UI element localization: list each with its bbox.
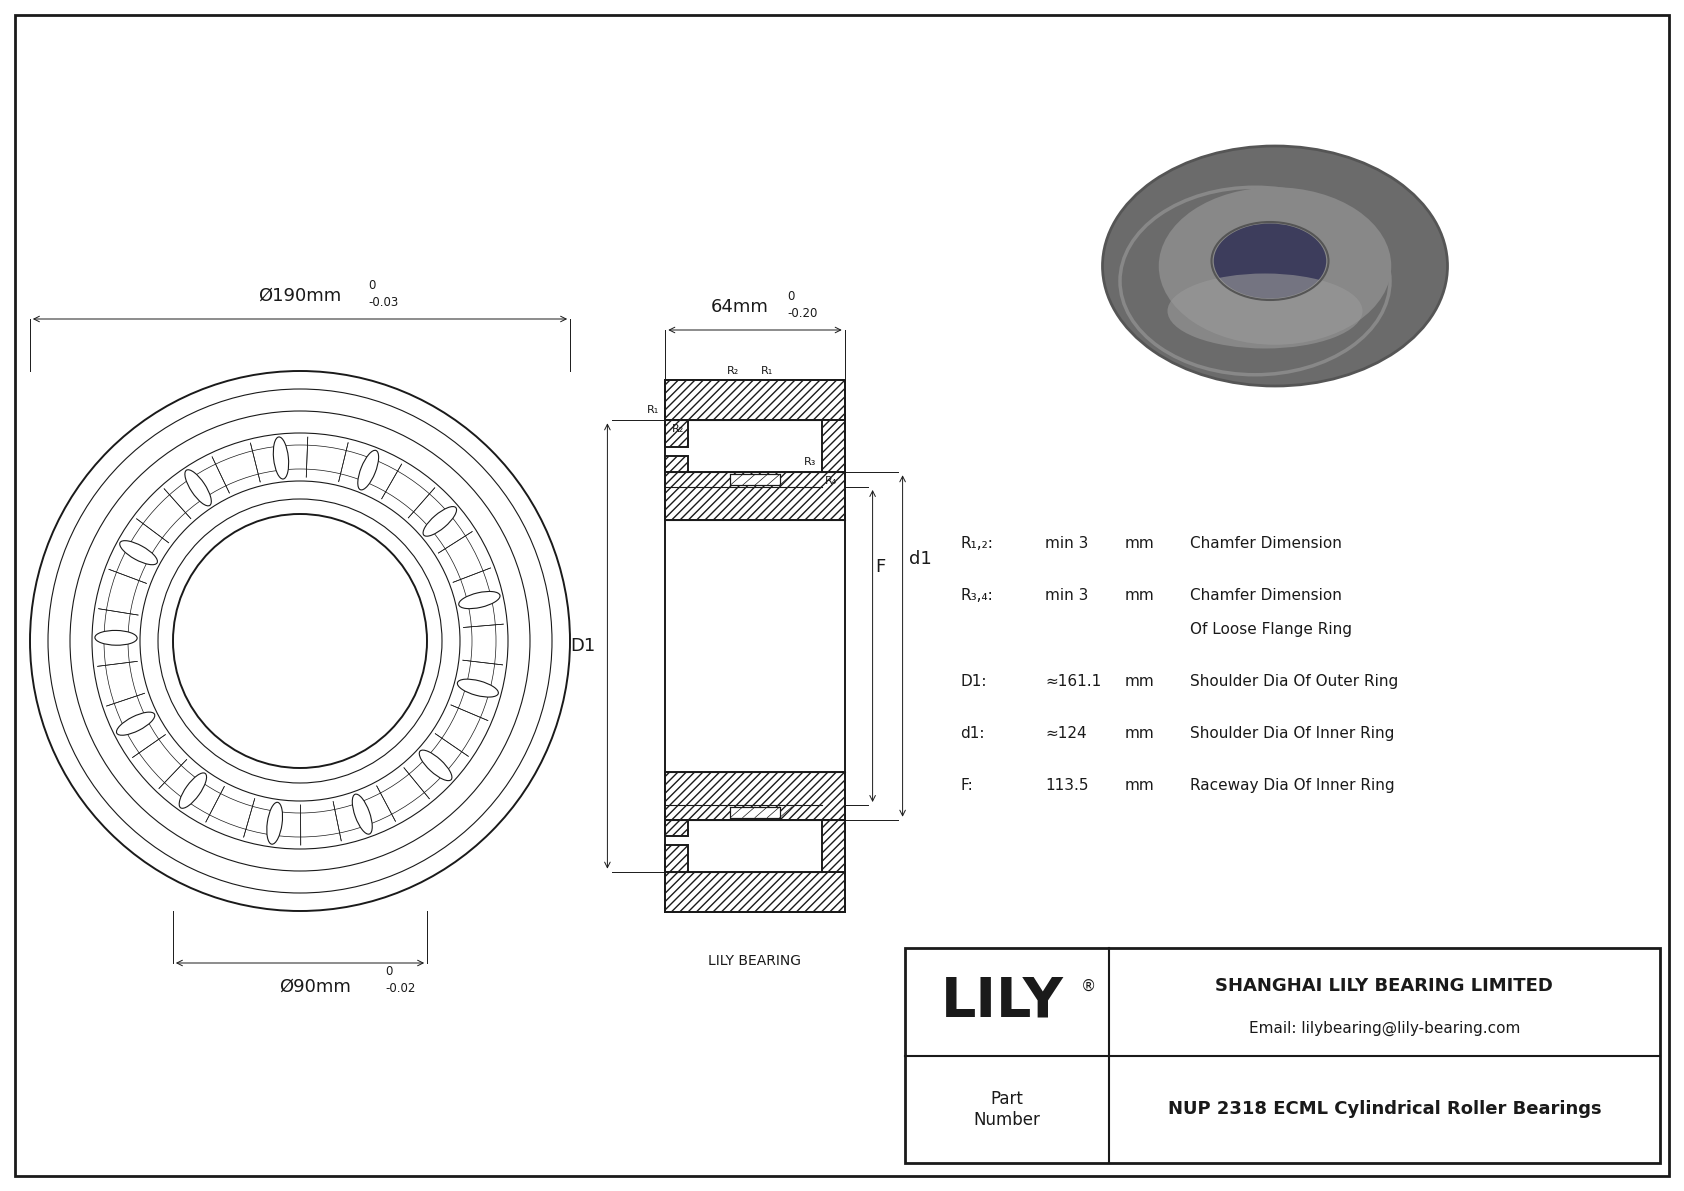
Text: R₁: R₁ [761, 366, 773, 376]
Ellipse shape [185, 469, 210, 506]
Text: Chamfer Dimension: Chamfer Dimension [1191, 536, 1342, 551]
Bar [665, 844, 687, 872]
Text: R₄: R₄ [825, 476, 837, 486]
Text: Of Loose Flange Ring: Of Loose Flange Ring [1191, 622, 1352, 637]
Text: F: F [876, 557, 886, 575]
Text: 0: 0 [369, 279, 376, 292]
Ellipse shape [1159, 187, 1391, 344]
Bar [665, 380, 845, 420]
Text: d1:: d1: [960, 727, 985, 741]
Text: 0: 0 [386, 965, 392, 978]
Text: Email: lilybearing@lily-bearing.com: Email: lilybearing@lily-bearing.com [1250, 1021, 1521, 1036]
Text: mm: mm [1125, 674, 1155, 690]
Text: R₂: R₂ [727, 366, 739, 376]
Text: -0.20: -0.20 [786, 307, 817, 320]
Ellipse shape [458, 679, 498, 697]
Bar [822, 420, 845, 473]
Ellipse shape [94, 630, 136, 646]
Text: ≈161.1: ≈161.1 [1046, 674, 1101, 690]
Text: 64mm: 64mm [711, 298, 770, 316]
Text: R₁: R₁ [647, 405, 660, 416]
Ellipse shape [266, 803, 283, 844]
Bar [822, 819, 845, 872]
Text: LILY: LILY [940, 974, 1063, 1029]
Ellipse shape [1167, 274, 1362, 349]
Text: D1:: D1: [960, 674, 987, 690]
Ellipse shape [120, 541, 157, 565]
Bar [904, 948, 1660, 1162]
Text: Ø90mm: Ø90mm [280, 978, 350, 996]
Text: R₃: R₃ [803, 457, 817, 467]
Ellipse shape [352, 794, 372, 834]
Bar [665, 473, 845, 520]
Text: NUP 2318 ECML Cylindrical Roller Bearings: NUP 2318 ECML Cylindrical Roller Bearing… [1167, 1100, 1601, 1118]
Text: ®: ® [1081, 979, 1096, 994]
Text: R₁,₂:: R₁,₂: [960, 536, 994, 551]
Ellipse shape [419, 750, 451, 780]
Bar [665, 819, 687, 836]
Text: F:: F: [960, 778, 973, 793]
Text: Chamfer Dimension: Chamfer Dimension [1191, 588, 1342, 603]
Text: min 3: min 3 [1046, 588, 1088, 603]
Text: mm: mm [1125, 727, 1155, 741]
Bar [665, 772, 845, 819]
Text: -0.03: -0.03 [369, 297, 397, 308]
Text: Part
Number: Part Number [973, 1090, 1041, 1129]
Text: Ø190mm: Ø190mm [258, 287, 342, 305]
Text: SHANGHAI LILY BEARING LIMITED: SHANGHAI LILY BEARING LIMITED [1216, 977, 1553, 994]
Bar [665, 420, 687, 448]
Bar [731, 806, 780, 817]
Text: Shoulder Dia Of Outer Ring: Shoulder Dia Of Outer Ring [1191, 674, 1398, 690]
Ellipse shape [357, 450, 379, 490]
Ellipse shape [116, 712, 155, 735]
Text: -0.02: -0.02 [386, 983, 416, 994]
Text: R₂: R₂ [672, 424, 684, 435]
Text: mm: mm [1125, 588, 1155, 603]
Ellipse shape [273, 437, 288, 479]
Text: Shoulder Dia Of Inner Ring: Shoulder Dia Of Inner Ring [1191, 727, 1394, 741]
Bar [665, 872, 845, 912]
Ellipse shape [1214, 224, 1327, 299]
Text: R₃,₄:: R₃,₄: [960, 588, 994, 603]
Ellipse shape [458, 592, 500, 609]
Ellipse shape [179, 773, 207, 809]
Text: LILY BEARING: LILY BEARING [709, 954, 802, 968]
Ellipse shape [1103, 146, 1448, 386]
Text: Raceway Dia Of Inner Ring: Raceway Dia Of Inner Ring [1191, 778, 1394, 793]
Bar [665, 456, 687, 473]
Text: mm: mm [1125, 778, 1155, 793]
Text: d1: d1 [909, 550, 931, 568]
Text: min 3: min 3 [1046, 536, 1088, 551]
Text: 113.5: 113.5 [1046, 778, 1088, 793]
Text: 0: 0 [786, 289, 795, 303]
Text: ≈124: ≈124 [1046, 727, 1086, 741]
Ellipse shape [423, 506, 456, 536]
Text: mm: mm [1125, 536, 1155, 551]
Text: D1: D1 [571, 637, 596, 655]
Bar [731, 474, 780, 485]
